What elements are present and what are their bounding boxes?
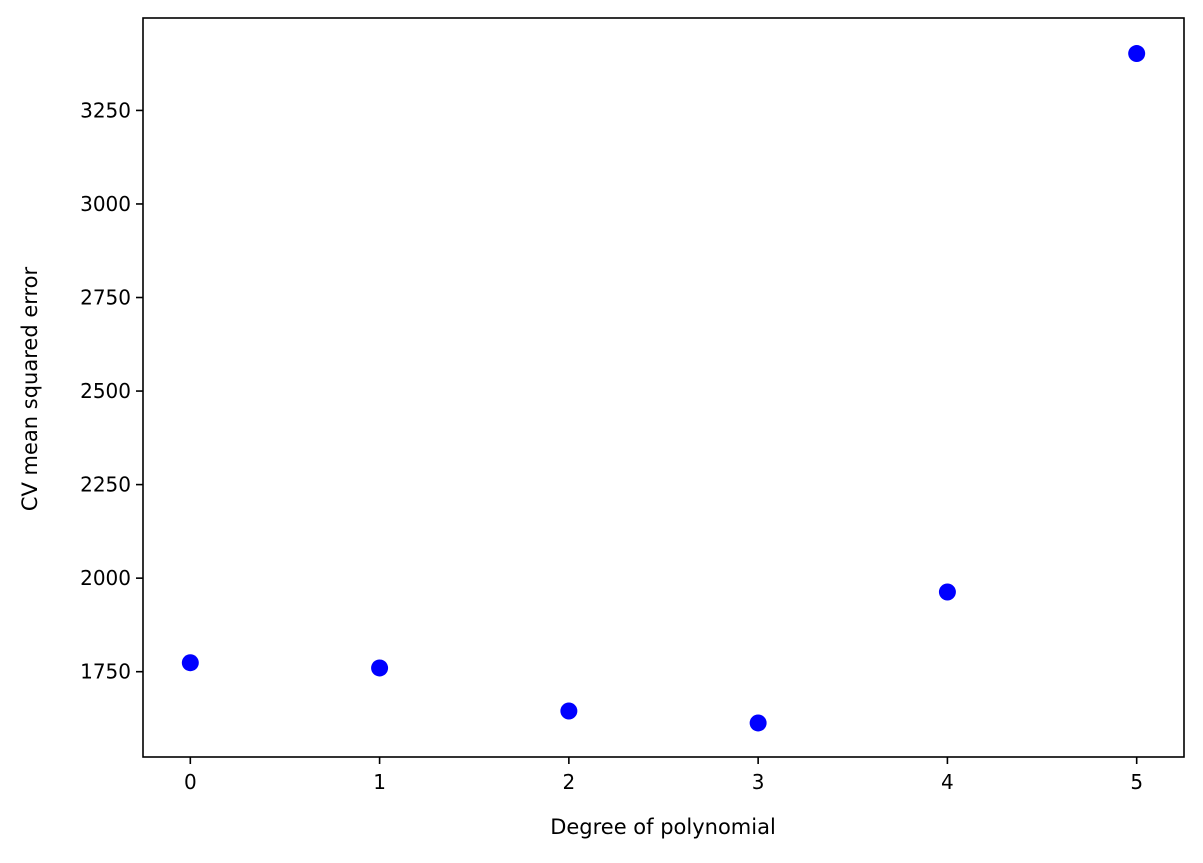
x-axis-ticks: 0 1 2 3 4 5 <box>184 757 1143 794</box>
y-axis-ticks: 1750 2000 2250 2500 2750 3000 3250 <box>80 98 143 684</box>
y-axis-label: CV mean squared error <box>18 266 42 511</box>
y-tick-label: 2250 <box>80 473 131 497</box>
x-tick-label: 3 <box>752 770 765 794</box>
x-tick-label: 2 <box>562 770 575 794</box>
x-tick-label: 1 <box>373 770 386 794</box>
data-point <box>371 659 389 677</box>
x-axis-label: Degree of polynomial <box>550 815 776 839</box>
x-tick-label: 4 <box>941 770 954 794</box>
x-tick-label: 0 <box>184 770 197 794</box>
y-tick-label: 3250 <box>80 98 131 122</box>
data-points <box>181 45 1146 732</box>
y-tick-label: 2000 <box>80 566 131 590</box>
plot-frame <box>142 17 1185 758</box>
data-point <box>749 714 767 732</box>
data-point <box>181 654 199 672</box>
y-tick-label: 1750 <box>80 660 131 684</box>
y-tick-label: 2750 <box>80 286 131 310</box>
data-point <box>560 702 578 720</box>
data-point <box>1128 45 1146 63</box>
y-tick-label: 2500 <box>80 379 131 403</box>
data-point <box>938 583 956 601</box>
y-tick-label: 3000 <box>80 192 131 216</box>
x-tick-label: 5 <box>1130 770 1143 794</box>
